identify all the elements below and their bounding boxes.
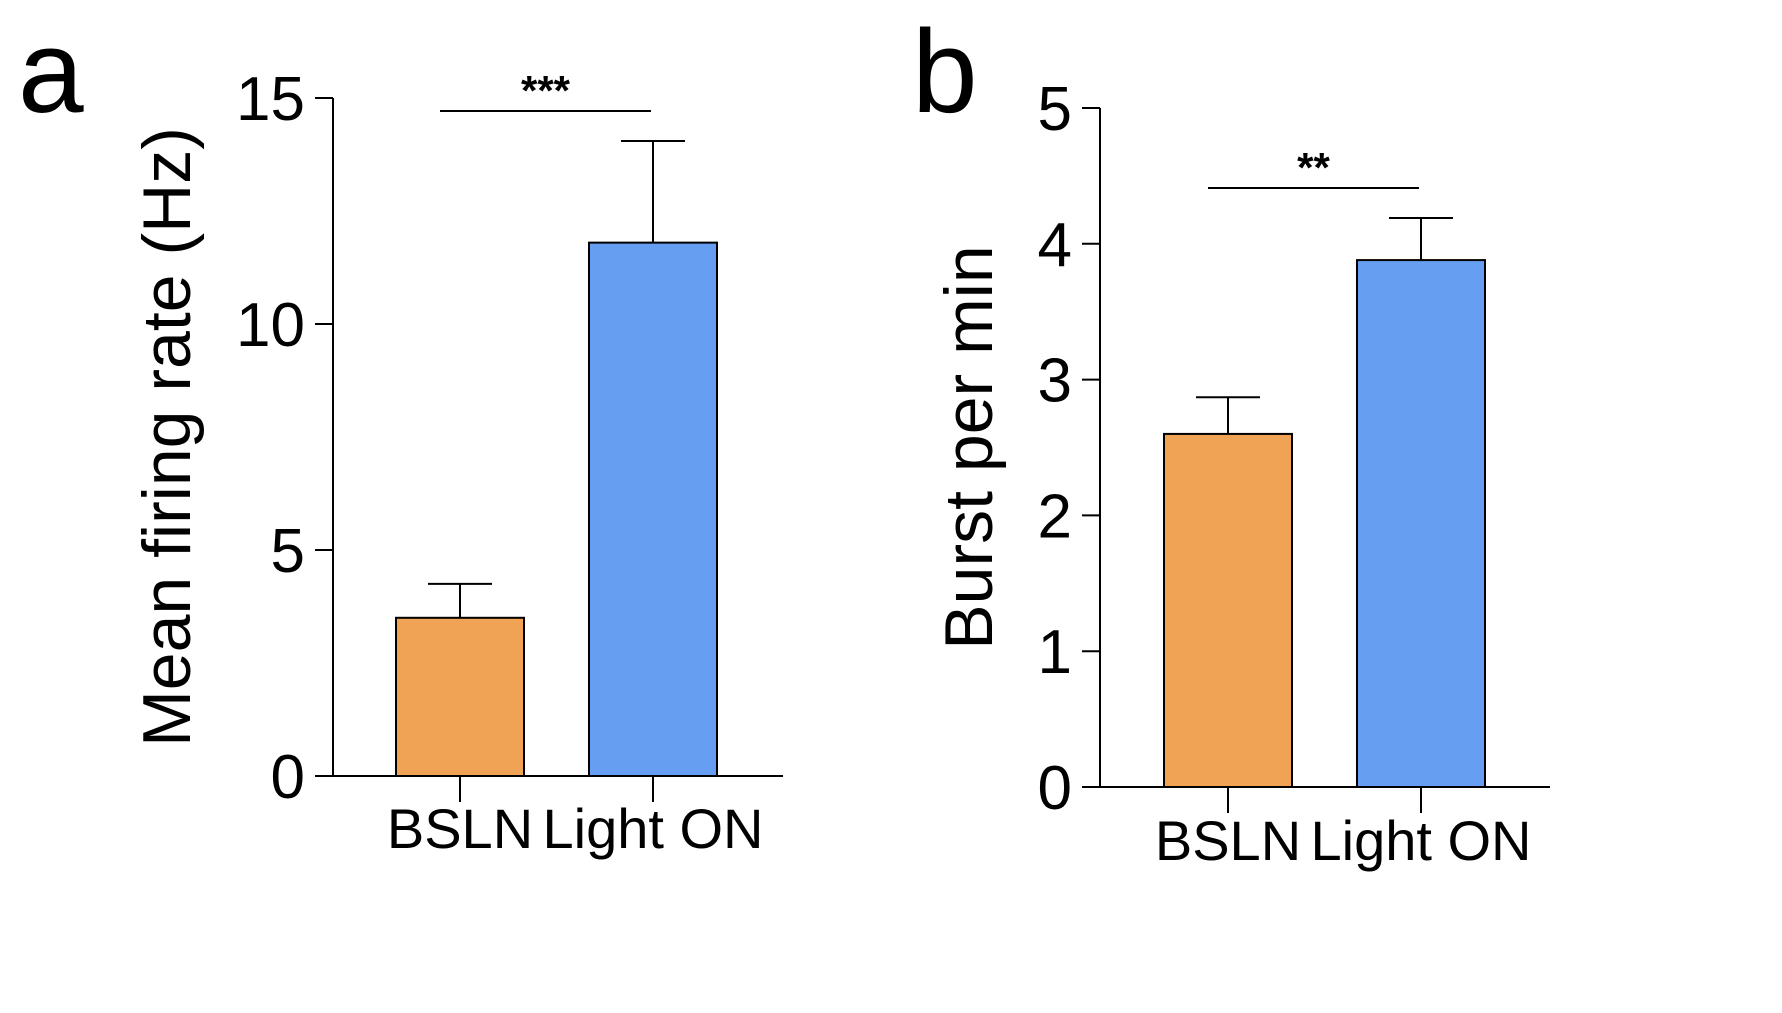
bar-bsln [1163,432,1293,788]
y-tick-label: 2 [1038,482,1072,551]
x-tick-label: BSLN [387,797,533,860]
y-tick-label: 10 [236,291,305,360]
panel-letter: b [912,6,978,138]
bar-light-on [1356,259,1486,788]
x-tick-label: BSLN [1155,809,1301,872]
significance-label: *** [521,67,571,114]
bar-bsln [395,616,525,777]
significance-label: ** [1297,144,1330,191]
panel-letter: a [18,6,84,138]
bar-light-on [588,241,718,777]
y-tick-label: 4 [1038,211,1072,280]
panel-b: b 0 1 2 3 4 5 Burst per min BSLN Light ON ** [912,6,1550,872]
x-tick-label: Light ON [1311,809,1532,872]
y-tick-label: 1 [1038,618,1072,687]
y-tick-label: 3 [1038,347,1072,416]
y-tick-label: 5 [1038,75,1072,144]
y-axis-label: Mean firing rate (Hz) [129,127,205,747]
x-tick-label: Light ON [543,797,764,860]
y-tick-label: 0 [271,743,305,812]
y-tick-label: 0 [1038,754,1072,823]
y-axis-label: Burst per min [931,245,1007,649]
panel-a: a 0 5 10 15 Mean firing rate (Hz) BSLN Light ON… [18,6,783,860]
y-tick-label: 15 [236,65,305,134]
y-tick-label: 5 [271,517,305,586]
